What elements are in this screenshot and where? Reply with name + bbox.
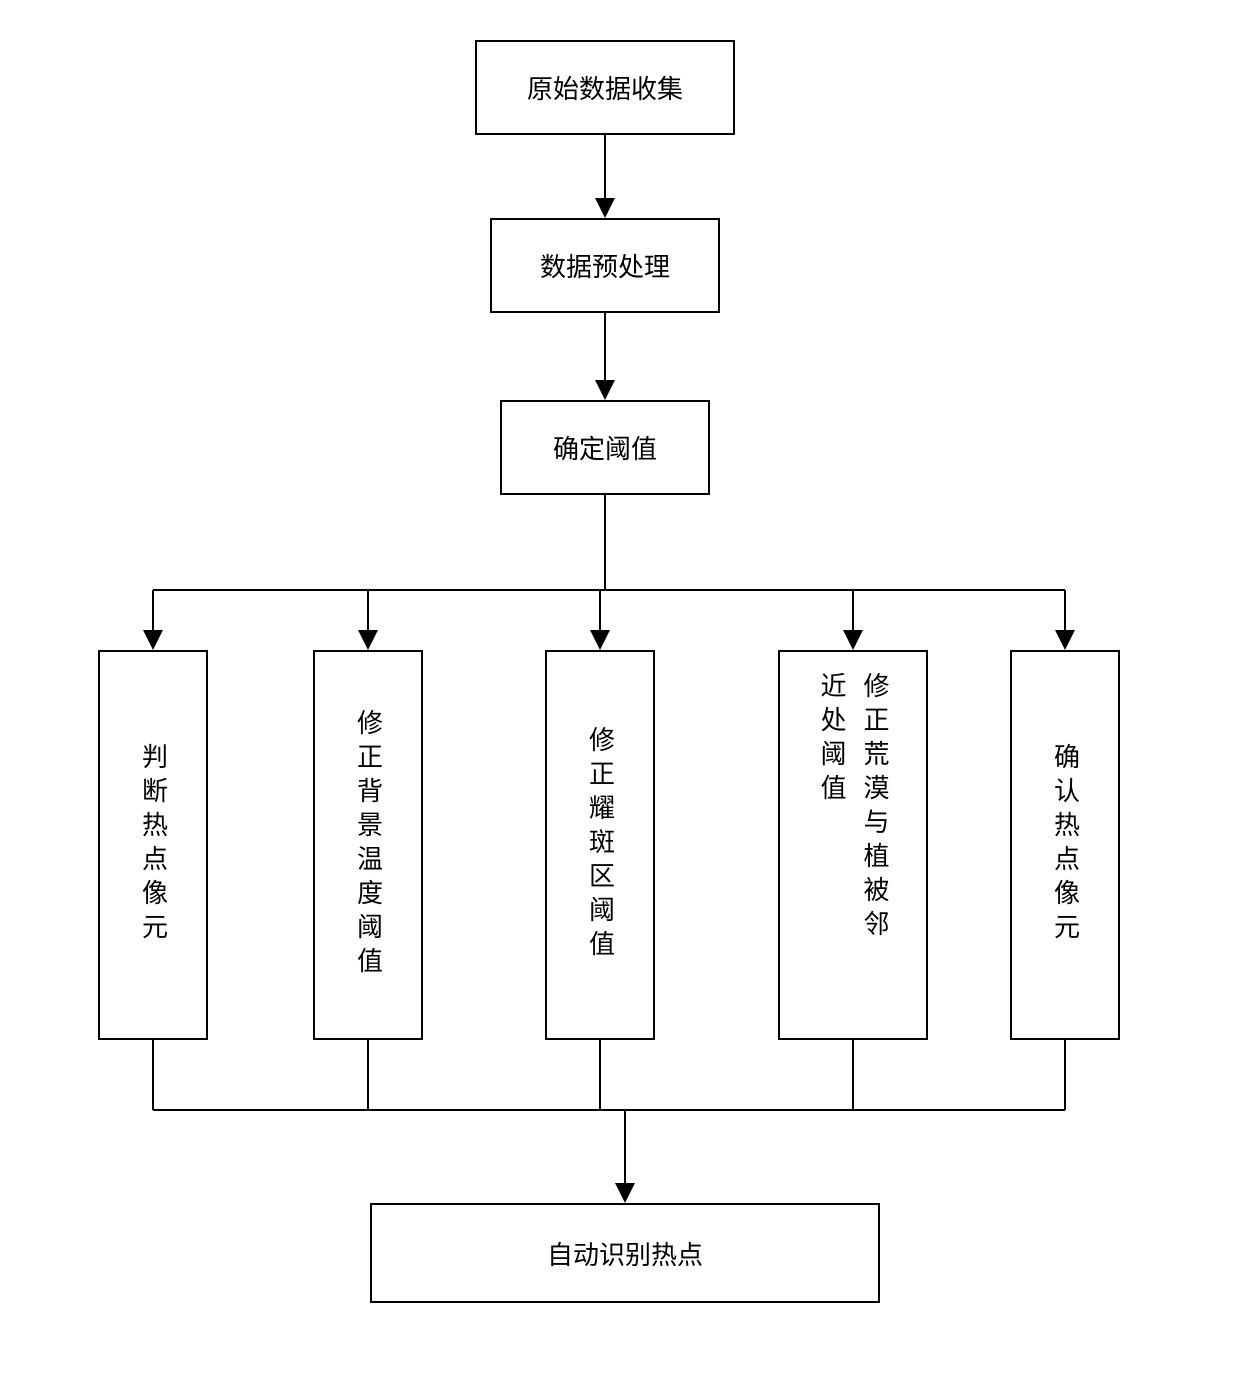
flowchart-container: 原始数据收集 数据预处理 确定阈值 判断热点像元 修正背景温度阈值 修正耀斑区阈… [0, 0, 1240, 1377]
node-determine-threshold: 确定阈值 [500, 400, 710, 495]
node-data-preprocessing: 数据预处理 [490, 218, 720, 313]
node-confirm-hotspot-pixel: 确认热点像元 [1010, 650, 1120, 1040]
node-label: 确认热点像元 [1047, 743, 1084, 947]
node-judge-hotspot-pixel: 判断热点像元 [98, 650, 208, 1040]
node-label: 数据预处理 [540, 247, 670, 284]
node-label: 原始数据收集 [527, 69, 683, 106]
node-label: 自动识别热点 [547, 1235, 703, 1272]
node-correct-background-temp-threshold: 修正背景温度阈值 [313, 650, 423, 1040]
node-correct-flare-zone-threshold: 修正耀斑区阈值 [545, 650, 655, 1040]
node-label: 判断热点像元 [135, 743, 172, 947]
node-raw-data-collection: 原始数据收集 [475, 40, 735, 135]
node-label-col1: 近处阈值 [813, 672, 850, 808]
node-label: 修正耀斑区阈值 [582, 726, 619, 964]
node-correct-desert-vegetation-threshold: 近处阈值 修正荒漠与植被邻 [778, 650, 928, 1040]
node-auto-identify-hotspot: 自动识别热点 [370, 1203, 880, 1303]
node-label: 修正背景温度阈值 [350, 709, 387, 981]
node-label-col2: 修正荒漠与植被邻 [856, 672, 893, 944]
node-label: 确定阈值 [553, 429, 657, 466]
